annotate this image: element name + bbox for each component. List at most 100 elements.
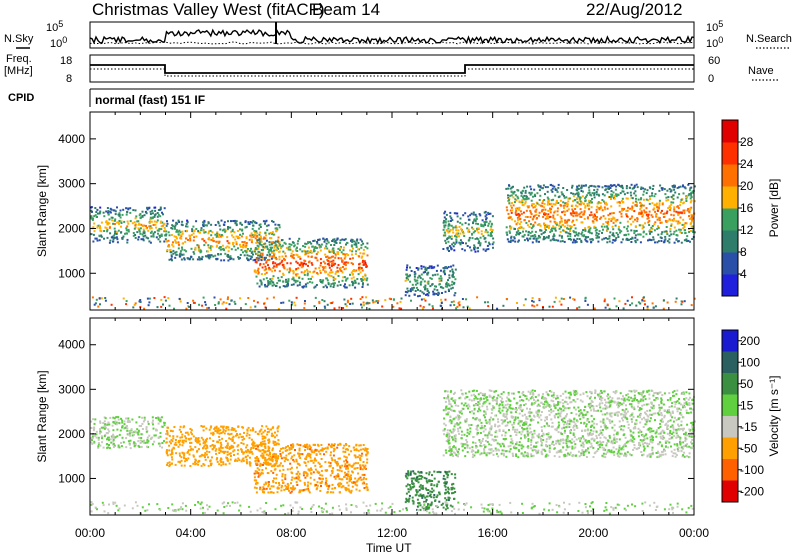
power-cell	[196, 258, 199, 261]
velocity-cell	[310, 450, 313, 453]
power-cell	[322, 286, 325, 289]
velocity-cell	[227, 432, 230, 435]
power-cell	[404, 279, 407, 282]
power-cell	[655, 213, 658, 216]
velocity-cell	[445, 505, 448, 508]
power-ground-cell	[683, 300, 686, 303]
power-cell	[256, 241, 259, 244]
power-cell	[602, 200, 605, 203]
power-cell	[566, 203, 569, 206]
power-cell	[545, 224, 548, 227]
power-cell	[687, 239, 690, 242]
power-cell	[545, 212, 547, 215]
velocity-cell	[364, 449, 367, 452]
power-cell	[259, 231, 262, 234]
power-cell	[249, 234, 252, 237]
velocity-cell	[107, 446, 110, 449]
power-cell	[532, 195, 534, 198]
velocity-cell	[263, 443, 265, 445]
power-cell	[668, 188, 671, 190]
power-cell	[563, 194, 565, 197]
velocity-cell	[287, 486, 289, 489]
power-cell	[470, 212, 473, 215]
power-cell	[412, 286, 415, 289]
power-cell	[563, 225, 566, 228]
power-cell	[170, 234, 173, 236]
power-cell	[684, 229, 687, 232]
velocity-cell	[331, 487, 334, 490]
power-cell	[526, 185, 529, 188]
velocity-cell	[312, 443, 315, 446]
velocity-cell	[300, 489, 303, 492]
power-ground-cell	[635, 304, 638, 307]
y-tick-label: 4000	[58, 132, 85, 146]
power-cell	[611, 212, 613, 215]
power-cell	[332, 262, 335, 265]
power-cell	[608, 240, 611, 243]
power-ground-cell	[551, 305, 554, 308]
power-cell	[630, 223, 633, 226]
power-cell	[239, 221, 242, 224]
velocity-cell	[188, 453, 191, 456]
power-cell	[253, 250, 256, 253]
power-cell	[660, 221, 663, 224]
power-cell	[686, 209, 689, 212]
power-cell	[303, 285, 306, 288]
velocity-cell	[448, 470, 451, 473]
power-cell	[454, 235, 456, 238]
power-cell	[633, 192, 636, 195]
velocity-cell	[252, 443, 255, 446]
velocity-cell	[321, 480, 324, 483]
power-cell	[300, 262, 303, 265]
power-cell	[612, 228, 615, 231]
velocity-cell	[272, 455, 275, 458]
velocity-cell	[351, 481, 353, 484]
velocity-cell	[155, 417, 158, 419]
power-cell	[673, 184, 676, 187]
velocity-cell	[243, 437, 246, 440]
power-cell	[245, 242, 248, 244]
power-cell	[175, 237, 178, 240]
power-cell	[590, 194, 593, 197]
power-cell	[216, 232, 218, 235]
velocity-cell	[113, 421, 116, 424]
power-ground-cell	[225, 307, 228, 310]
power-cell	[526, 205, 529, 208]
power-ground-cell	[652, 306, 655, 309]
power-cell	[630, 241, 633, 243]
power-cell	[324, 253, 327, 256]
power-cell	[365, 265, 368, 268]
power-cell	[571, 241, 574, 244]
power-cell	[366, 242, 369, 245]
power-cell	[209, 247, 212, 249]
power-cell	[232, 243, 234, 246]
velocity-cell	[277, 487, 280, 490]
velocity-cell	[229, 455, 232, 457]
velocity-cell	[131, 418, 134, 421]
power-cell	[524, 215, 527, 218]
velocity-cell	[224, 429, 227, 432]
power-cell	[304, 260, 307, 263]
power-cell	[288, 245, 291, 248]
power-cell	[172, 241, 174, 244]
velocity-cell	[250, 446, 253, 449]
power-cell	[298, 276, 301, 279]
power-ground-cell	[304, 300, 306, 302]
power-cell	[360, 256, 363, 259]
power-cell	[431, 274, 434, 277]
power-cell	[510, 186, 513, 189]
power-cell	[212, 255, 215, 258]
power-cell	[463, 235, 466, 237]
velocity-cell	[112, 446, 115, 449]
power-cell	[285, 246, 288, 249]
power-ground-cell	[198, 303, 201, 306]
velocity-cell	[205, 439, 207, 442]
power-cell	[559, 215, 562, 218]
power-cell	[444, 273, 446, 276]
velocity-cell	[436, 471, 439, 474]
power-cell	[685, 200, 688, 202]
power-cell	[462, 242, 464, 244]
power-cell	[535, 237, 538, 240]
power-cell	[479, 236, 482, 239]
power-cell	[625, 187, 628, 190]
